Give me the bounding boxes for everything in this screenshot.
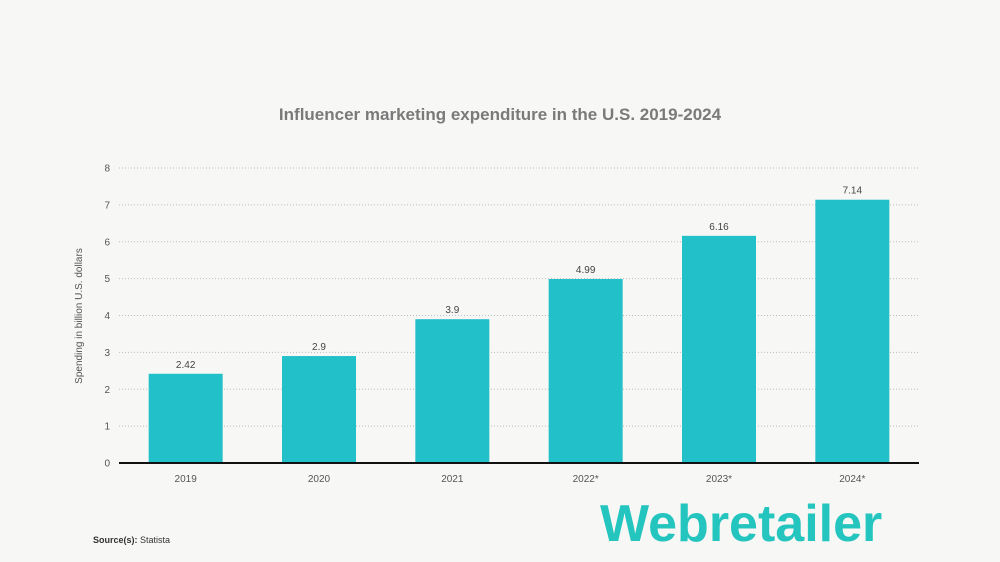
y-tick-label: 5 <box>104 274 110 285</box>
source-note: Source(s): Statista <box>93 535 170 545</box>
chart-title: Influencer marketing expenditure in the … <box>278 105 722 124</box>
bar-value-label: 4.99 <box>576 265 596 276</box>
x-axis-ticks: 2019 2020 2021 2022* 2023* 2024* <box>175 474 866 485</box>
x-tick-label: 2022* <box>573 474 599 485</box>
y-tick-label: 1 <box>104 422 110 433</box>
bar-2022-projected <box>548 278 623 463</box>
bar-value-label: 3.9 <box>445 305 459 316</box>
source-label: Source(s): <box>93 535 138 545</box>
bar-value-label: 2.9 <box>312 342 326 353</box>
y-axis-label: Spending in billion U.S. dollars <box>74 248 85 384</box>
bar-2023-projected <box>682 235 756 463</box>
bar-2021 <box>415 319 490 463</box>
x-tick-label: 2023* <box>706 474 732 485</box>
value-labels: 2.42 2.9 3.9 4.99 6.16 7.14 <box>176 186 863 371</box>
y-tick-label: 6 <box>104 237 110 248</box>
source-value: Statista <box>140 535 171 545</box>
x-tick-label: 2020 <box>308 474 331 485</box>
bars <box>148 199 890 463</box>
y-tick-label: 3 <box>104 348 110 359</box>
bar-2020 <box>282 356 356 463</box>
y-tick-label: 8 <box>104 164 110 175</box>
x-tick-label: 2024* <box>839 474 865 485</box>
x-tick-label: 2021 <box>441 474 464 485</box>
y-axis-ticks: 0 1 2 3 4 5 6 7 8 <box>104 164 110 470</box>
bar-2024-projected <box>815 199 890 463</box>
y-tick-label: 4 <box>104 311 110 322</box>
bar-value-label: 2.42 <box>176 360 196 371</box>
y-tick-label: 0 <box>104 459 110 470</box>
webretailer-logo: Webretailer <box>600 495 883 553</box>
bar-2019 <box>148 373 223 463</box>
y-tick-label: 7 <box>104 200 110 211</box>
x-tick-label: 2019 <box>175 474 198 485</box>
bar-value-label: 6.16 <box>709 222 729 233</box>
gridlines <box>119 167 919 427</box>
bar-value-label: 7.14 <box>843 186 863 197</box>
y-tick-label: 2 <box>104 385 110 396</box>
